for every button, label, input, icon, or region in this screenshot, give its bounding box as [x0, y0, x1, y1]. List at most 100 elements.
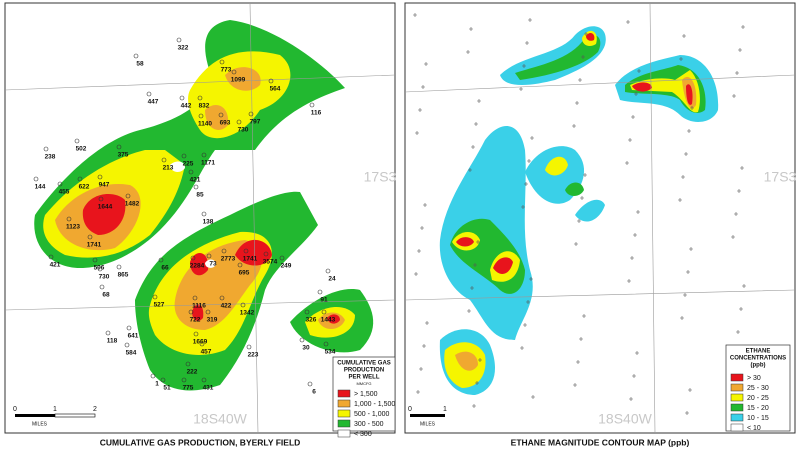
well-symbol	[77, 176, 83, 182]
legend-label: 10 - 15	[747, 415, 769, 422]
well-symbol	[584, 32, 588, 36]
well-symbol	[635, 351, 639, 355]
well-label: 457	[201, 349, 212, 356]
map-title: CUMULATIVE GAS PRODUCTION, BYERLY FIELD	[100, 437, 301, 447]
well-label: 375	[118, 152, 129, 159]
legend-swatch	[337, 419, 351, 428]
legend-unit: MMCFG	[356, 381, 371, 386]
well-symbol	[583, 173, 587, 177]
well-symbol	[420, 226, 424, 230]
well-symbol	[523, 323, 527, 327]
well-label: 622	[79, 184, 90, 191]
well-label: 1099	[231, 77, 246, 84]
well-symbol	[468, 168, 472, 172]
well-label: 797	[250, 119, 261, 126]
well-symbol	[476, 240, 480, 244]
well-label: 3574	[263, 259, 278, 266]
well-symbol	[577, 219, 581, 223]
legend-swatch	[337, 399, 351, 408]
well-label: 1171	[201, 160, 215, 167]
township-label: 17S3	[364, 169, 397, 185]
well-symbol	[236, 119, 242, 125]
well-label: 222	[187, 369, 198, 376]
well-symbol	[572, 124, 576, 128]
well-symbol	[473, 263, 477, 267]
scale-tick: 2	[93, 406, 97, 413]
well-symbol	[201, 152, 207, 158]
well-symbol	[576, 360, 580, 364]
well-symbol	[581, 55, 585, 59]
well-label: 534	[325, 349, 336, 356]
well-label: 51	[163, 385, 171, 392]
well-label: 238	[45, 154, 56, 161]
well-label: 693	[220, 120, 231, 127]
well-label: 502	[76, 146, 87, 153]
well-label: 1123	[66, 224, 80, 231]
well-symbol	[98, 196, 104, 202]
legend-swatch	[730, 373, 744, 382]
well-symbol	[466, 50, 470, 54]
well-symbol	[525, 41, 529, 45]
legend-label: < 10	[747, 425, 761, 432]
well-symbol	[527, 159, 531, 163]
well-symbol	[531, 395, 535, 399]
well-symbol	[218, 112, 224, 118]
well-symbol	[181, 153, 187, 159]
legend-label: < 300	[354, 431, 372, 438]
well-symbol	[626, 20, 630, 24]
well-label: 58	[136, 61, 144, 68]
well-label: 116	[311, 110, 322, 117]
well-symbol	[124, 342, 130, 348]
scale-tick: 0	[13, 406, 17, 413]
well-symbol	[685, 411, 689, 415]
legend-title: (ppb)	[751, 363, 766, 369]
well-label: 1	[155, 381, 159, 388]
legend-swatch	[730, 413, 744, 422]
well-symbol	[633, 233, 637, 237]
well-symbol	[631, 115, 635, 119]
well-label: 1116	[192, 303, 206, 310]
well-label: 421	[50, 262, 61, 269]
legend-label: 20 - 25	[747, 395, 769, 402]
well-symbol	[526, 300, 530, 304]
well-label: 85	[196, 192, 204, 199]
well-symbol	[738, 48, 742, 52]
well-symbol	[681, 175, 685, 179]
well-symbol	[580, 196, 584, 200]
well-label: 730	[238, 127, 249, 134]
well-symbol	[188, 169, 194, 175]
well-symbol	[632, 374, 636, 378]
well-symbol	[152, 294, 158, 300]
well-symbol	[243, 248, 249, 254]
legend-label: > 30	[747, 375, 761, 382]
well-label: 730	[99, 274, 110, 281]
well-symbol	[520, 346, 524, 350]
well-symbol	[471, 145, 475, 149]
well-symbol	[193, 184, 199, 190]
scale-tick: 0	[408, 406, 412, 413]
well-label: 564	[270, 86, 281, 93]
township-label: 18S40W	[598, 411, 652, 427]
well-symbol	[417, 249, 421, 253]
well-symbol	[201, 211, 207, 217]
well-label: 1669	[193, 339, 208, 346]
well-symbol	[683, 293, 687, 297]
well-symbol	[87, 234, 93, 240]
scale-unit: MILES	[32, 421, 48, 427]
well-symbol	[206, 253, 212, 259]
well-symbol	[579, 337, 583, 341]
legend-label: 15 - 20	[747, 405, 769, 412]
legend-swatch	[730, 423, 744, 432]
map-title: ETHANE MAGNITUDE CONTOUR MAP (ppb)	[511, 437, 690, 447]
legend-label: > 1,500	[354, 391, 378, 398]
legend-swatch	[730, 393, 744, 402]
well-symbol	[578, 78, 582, 82]
well-symbol	[678, 198, 682, 202]
well-symbol	[734, 212, 738, 216]
well-label: 118	[107, 338, 118, 345]
well-symbol	[219, 59, 225, 65]
well-label: 1644	[98, 204, 113, 211]
well-symbol	[686, 270, 690, 274]
